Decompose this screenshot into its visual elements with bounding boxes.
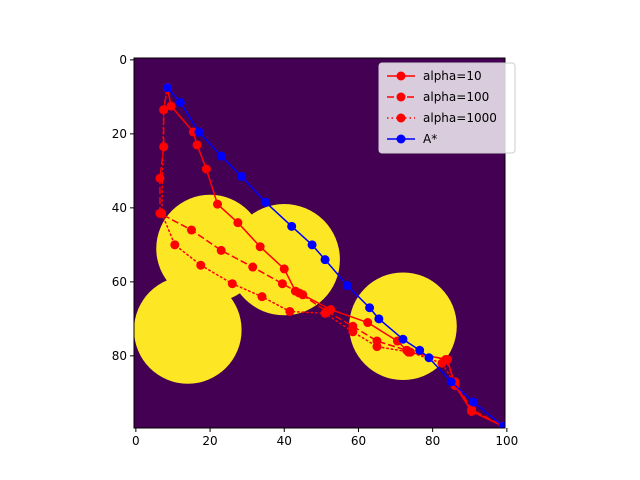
- data-point: [446, 377, 456, 387]
- data-point: [437, 358, 447, 368]
- x-tick-label: 20: [202, 434, 217, 448]
- data-point: [157, 208, 167, 218]
- data-point: [365, 303, 375, 313]
- data-point: [187, 225, 197, 235]
- data-point: [398, 334, 408, 344]
- data-point: [175, 97, 185, 107]
- y-tick-label: 80: [112, 349, 127, 363]
- legend-entry: alpha=100: [387, 90, 489, 104]
- data-point: [227, 279, 237, 289]
- y-tick-label: 0: [119, 53, 127, 67]
- data-point: [287, 221, 297, 231]
- legend-marker: [396, 92, 406, 102]
- legend-label: alpha=100: [423, 90, 489, 104]
- legend-entry: alpha=10: [387, 69, 482, 83]
- legend-label: alpha=10: [423, 69, 482, 83]
- x-tick-label: 60: [351, 434, 366, 448]
- x-axis: 0 20 40 60 80 100: [132, 428, 518, 448]
- axes-border: [133, 57, 506, 429]
- data-point: [307, 240, 317, 250]
- data-point: [170, 240, 180, 250]
- path-series: [155, 83, 505, 428]
- x-tick-label: 0: [132, 434, 140, 448]
- legend-entry: A*: [387, 132, 437, 146]
- x-tick-label: 80: [425, 434, 440, 448]
- obstacle-region: [134, 276, 242, 384]
- data-point: [415, 345, 425, 355]
- y-tick-label: 40: [112, 201, 127, 215]
- data-point: [196, 260, 206, 270]
- y-axis: 0 20 40 60 80: [112, 53, 134, 363]
- data-point: [342, 281, 352, 291]
- data-point: [162, 83, 172, 93]
- data-point: [348, 327, 358, 337]
- data-point: [468, 397, 478, 407]
- data-point: [277, 279, 287, 289]
- data-point: [424, 353, 434, 363]
- data-point: [159, 105, 169, 115]
- data-point: [212, 199, 222, 209]
- legend-label: alpha=1000: [423, 111, 497, 125]
- legend-marker: [396, 113, 406, 123]
- data-point: [279, 264, 289, 274]
- data-point: [363, 318, 373, 328]
- data-point: [201, 164, 211, 174]
- data-point: [374, 314, 384, 324]
- data-point: [248, 262, 258, 272]
- series-line: [166, 87, 504, 427]
- y-tick-label: 20: [112, 127, 127, 141]
- axes-frame: [133, 57, 506, 429]
- legend-marker: [396, 134, 406, 144]
- data-point: [216, 245, 226, 255]
- obstacle-region: [228, 204, 340, 316]
- data-point: [216, 151, 226, 161]
- data-point: [372, 342, 382, 352]
- data-point: [467, 406, 477, 416]
- data-point: [192, 140, 202, 150]
- obstacle-region: [349, 272, 457, 381]
- data-point: [233, 218, 243, 228]
- x-tick-label: 100: [495, 434, 518, 448]
- data-point: [320, 308, 330, 318]
- data-point: [261, 197, 271, 207]
- data-point: [320, 255, 330, 265]
- legend-marker: [396, 71, 406, 81]
- legend-box: [378, 62, 516, 154]
- legend-entry: alpha=1000: [387, 111, 497, 125]
- data-point: [294, 288, 304, 298]
- data-point: [405, 347, 415, 357]
- legend-label: A*: [423, 132, 437, 146]
- data-point: [155, 173, 165, 183]
- data-point: [285, 306, 295, 316]
- data-point: [166, 101, 176, 111]
- y-tick-label: 60: [112, 275, 127, 289]
- data-point: [498, 421, 505, 428]
- data-point: [194, 127, 204, 137]
- data-point: [257, 292, 267, 302]
- data-point: [255, 242, 265, 252]
- series-3: [162, 83, 505, 428]
- data-point: [237, 171, 247, 181]
- legend: alpha=10 alpha=100 alpha=1000 A*: [378, 62, 516, 154]
- x-tick-label: 40: [277, 434, 292, 448]
- series-line: [161, 86, 504, 427]
